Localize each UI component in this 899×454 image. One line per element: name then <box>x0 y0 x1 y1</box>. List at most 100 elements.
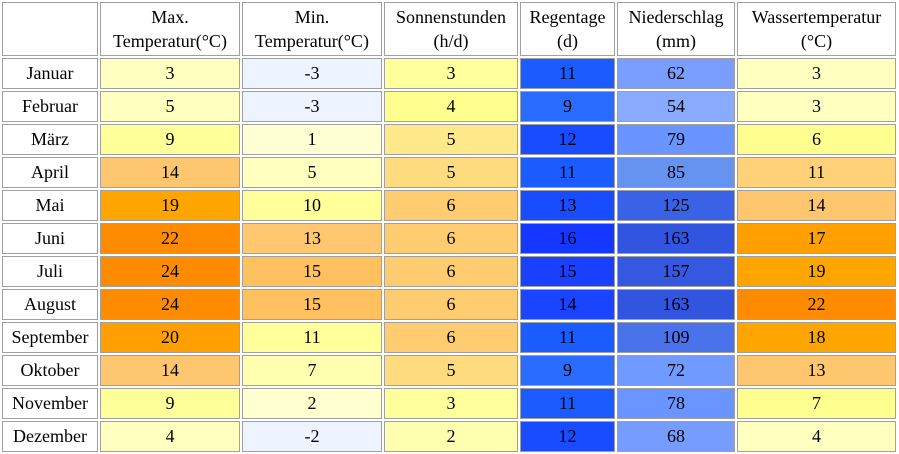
max-temp-cell: 19 <box>100 190 240 221</box>
sun-hours-cell: 6 <box>384 289 518 320</box>
max-temp-cell: 14 <box>100 355 240 386</box>
sun-hours-cell: 6 <box>384 256 518 287</box>
min-temp-cell: 10 <box>242 190 382 221</box>
header-corner-cell <box>2 2 98 56</box>
max-temp-cell: 22 <box>100 223 240 254</box>
max-temp-cell: 9 <box>100 388 240 419</box>
month-label: August <box>2 289 98 320</box>
month-label: Juni <box>2 223 98 254</box>
precipitation-cell: 85 <box>617 157 735 188</box>
header-line2: (h/d) <box>433 31 469 51</box>
min-temp-cell: 2 <box>242 388 382 419</box>
min-temp-cell: 1 <box>242 124 382 155</box>
month-label: März <box>2 124 98 155</box>
precipitation-cell: 163 <box>617 289 735 320</box>
min-temp-cell: 7 <box>242 355 382 386</box>
rain-days-cell: 14 <box>520 289 615 320</box>
water-temp-cell: 7 <box>737 388 896 419</box>
min-temp-cell: 13 <box>242 223 382 254</box>
rain-days-cell: 16 <box>520 223 615 254</box>
min-temp-cell: -3 <box>242 58 382 89</box>
max-temp-cell: 5 <box>100 91 240 122</box>
table-row: November 9 2 3 11 78 7 <box>2 388 896 419</box>
table-header: Max. Temperatur(°C) Min. Temperatur(°C) So… <box>2 2 896 56</box>
precipitation-cell: 125 <box>617 190 735 221</box>
rain-days-cell: 15 <box>520 256 615 287</box>
water-temp-cell: 17 <box>737 223 896 254</box>
precipitation-cell: 157 <box>617 256 735 287</box>
rain-days-cell: 9 <box>520 91 615 122</box>
max-temp-cell: 9 <box>100 124 240 155</box>
max-temp-cell: 24 <box>100 256 240 287</box>
month-label: Juli <box>2 256 98 287</box>
table-body: Januar 3 -3 3 11 62 3 Februar 5 -3 4 9 54 3 März 9 1 5 12 7… <box>2 58 896 452</box>
header-line1: Sonnenstunden <box>396 7 506 27</box>
rain-days-cell: 9 <box>520 355 615 386</box>
sun-hours-cell: 3 <box>384 58 518 89</box>
table-row: März 9 1 5 12 79 6 <box>2 124 896 155</box>
sun-hours-cell: 6 <box>384 190 518 221</box>
sun-hours-cell: 5 <box>384 124 518 155</box>
header-rain-days: Regentage (d) <box>520 2 615 56</box>
precipitation-cell: 78 <box>617 388 735 419</box>
precipitation-cell: 68 <box>617 421 735 452</box>
header-row: Max. Temperatur(°C) Min. Temperatur(°C) So… <box>2 2 896 56</box>
table-row: Mai 19 10 6 13 125 14 <box>2 190 896 221</box>
water-temp-cell: 19 <box>737 256 896 287</box>
header-sun-hours: Sonnenstunden (h/d) <box>384 2 518 56</box>
header-line2: (°C) <box>800 31 833 51</box>
table-row: Februar 5 -3 4 9 54 3 <box>2 91 896 122</box>
table-row: Januar 3 -3 3 11 62 3 <box>2 58 896 89</box>
max-temp-cell: 4 <box>100 421 240 452</box>
water-temp-cell: 3 <box>737 58 896 89</box>
header-line2: (mm) <box>656 31 696 51</box>
water-temp-cell: 18 <box>737 322 896 353</box>
header-line1: Min. <box>294 7 330 27</box>
header-line1: Max. <box>151 7 189 27</box>
sun-hours-cell: 5 <box>384 157 518 188</box>
water-temp-cell: 4 <box>737 421 896 452</box>
precipitation-cell: 62 <box>617 58 735 89</box>
precipitation-cell: 54 <box>617 91 735 122</box>
rain-days-cell: 11 <box>520 388 615 419</box>
rain-days-cell: 12 <box>520 421 615 452</box>
rain-days-cell: 13 <box>520 190 615 221</box>
rain-days-cell: 11 <box>520 58 615 89</box>
month-label: Januar <box>2 58 98 89</box>
precipitation-cell: 72 <box>617 355 735 386</box>
rain-days-cell: 11 <box>520 322 615 353</box>
table-row: Oktober 14 7 5 9 72 13 <box>2 355 896 386</box>
sun-hours-cell: 4 <box>384 91 518 122</box>
header-line2: Temperatur(°C) <box>113 31 227 51</box>
max-temp-cell: 24 <box>100 289 240 320</box>
month-label: April <box>2 157 98 188</box>
sun-hours-cell: 6 <box>384 322 518 353</box>
header-line1: Wassertemperatur <box>751 7 882 27</box>
min-temp-cell: 15 <box>242 256 382 287</box>
table-row: August 24 15 6 14 163 22 <box>2 289 896 320</box>
water-temp-cell: 6 <box>737 124 896 155</box>
header-max-temp: Max. Temperatur(°C) <box>100 2 240 56</box>
sun-hours-cell: 6 <box>384 223 518 254</box>
header-line2: (d) <box>557 31 578 51</box>
sun-hours-cell: 2 <box>384 421 518 452</box>
month-label: Februar <box>2 91 98 122</box>
table-row: Juni 22 13 6 16 163 17 <box>2 223 896 254</box>
max-temp-cell: 3 <box>100 58 240 89</box>
precipitation-cell: 163 <box>617 223 735 254</box>
table-row: Juli 24 15 6 15 157 19 <box>2 256 896 287</box>
month-label: Dezember <box>2 421 98 452</box>
sun-hours-cell: 3 <box>384 388 518 419</box>
header-min-temp: Min. Temperatur(°C) <box>242 2 382 56</box>
header-line2: Temperatur(°C) <box>255 31 369 51</box>
sun-hours-cell: 5 <box>384 355 518 386</box>
min-temp-cell: -3 <box>242 91 382 122</box>
min-temp-cell: 5 <box>242 157 382 188</box>
header-water-temp: Wassertemperatur (°C) <box>737 2 896 56</box>
max-temp-cell: 14 <box>100 157 240 188</box>
water-temp-cell: 22 <box>737 289 896 320</box>
water-temp-cell: 14 <box>737 190 896 221</box>
water-temp-cell: 11 <box>737 157 896 188</box>
precipitation-cell: 79 <box>617 124 735 155</box>
